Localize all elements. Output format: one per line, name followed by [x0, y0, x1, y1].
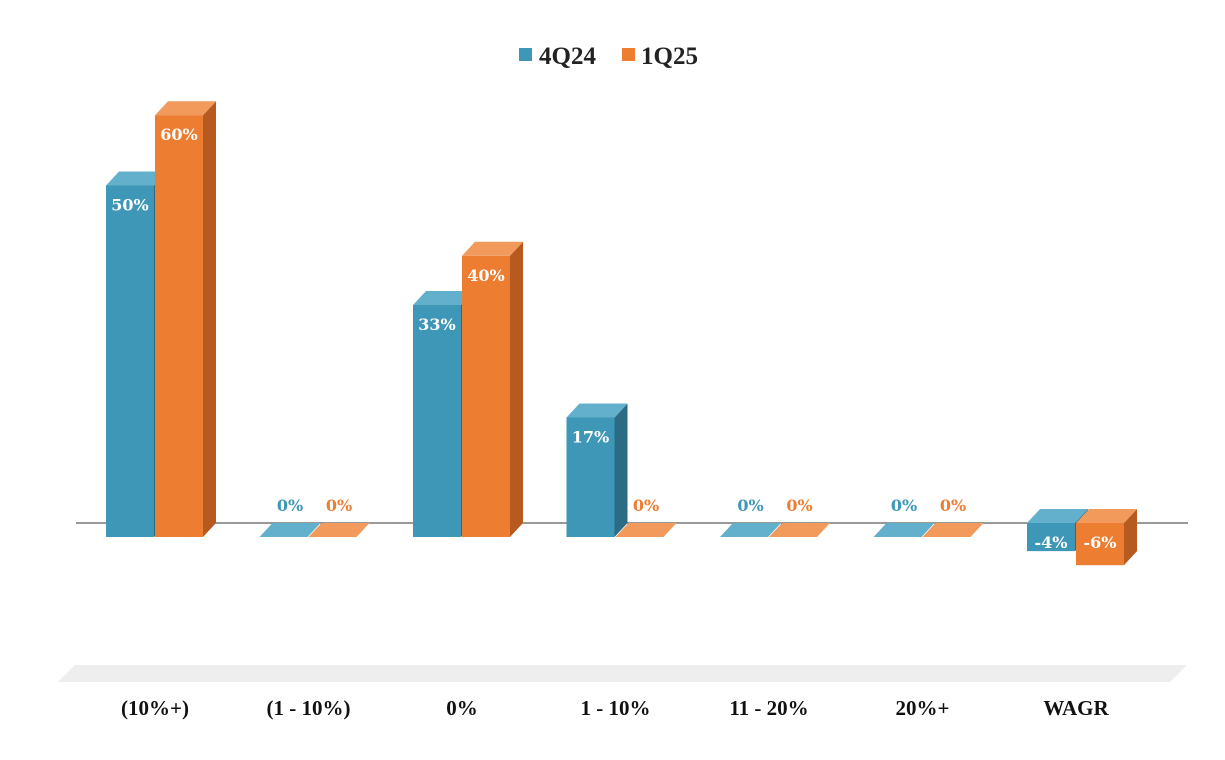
- bar-1q25-2: [462, 241, 523, 538]
- bar-4q24-3: [566, 403, 628, 537]
- x-tick-label-2: 0%: [446, 696, 478, 720]
- bar-4q24-2-front: [413, 305, 461, 537]
- bar-1q25-6-top: [1076, 509, 1137, 523]
- x-tick-label-0: (10%+): [121, 696, 189, 720]
- data-label-1q25-1: 0%: [326, 496, 352, 515]
- legend-label-4q24: 4Q24: [539, 43, 596, 70]
- legend-swatch-1q25: [622, 48, 635, 61]
- bar-1q25-1: [308, 523, 370, 537]
- bar-4q24-6-top: [1027, 509, 1088, 523]
- bar-4q24-6-front: [1027, 523, 1075, 552]
- bar-4q24-3-front: [566, 417, 615, 537]
- bar-1q25-4: [769, 523, 830, 537]
- bar-4q24-0-front: [106, 185, 154, 537]
- x-tick-label-1: (1 - 10%): [267, 696, 351, 720]
- data-label-1q25-2: 40%: [467, 266, 504, 285]
- data-label-4q24-2: 33%: [418, 315, 455, 334]
- bar-4q24-0-top: [106, 171, 167, 186]
- bar-1q25-6-side: [1124, 509, 1137, 566]
- bar-4q24-3-side: [614, 403, 628, 537]
- x-tick-label-4: 11 - 20%: [729, 696, 808, 720]
- bar-4q24-4: [720, 523, 781, 537]
- bar-1q25-6-front: [1076, 523, 1124, 566]
- x-tick-label-6: WAGR: [1043, 696, 1109, 720]
- bar-4q24-5: [873, 523, 935, 537]
- data-label-4q24-0: 50%: [111, 196, 148, 215]
- bar-4q24-1: [259, 523, 321, 537]
- data-label-1q25-5: 0%: [940, 496, 966, 515]
- x-tick-label-3: 1 - 10%: [581, 696, 651, 720]
- data-label-4q24-4: 0%: [737, 496, 763, 515]
- data-label-1q25-6: -6%: [1084, 533, 1117, 552]
- data-label-1q25-0: 60%: [160, 125, 197, 144]
- bar-1q25-5: [922, 523, 984, 537]
- data-label-4q24-1: 0%: [277, 496, 303, 515]
- bar-1q25-2-top: [462, 241, 523, 256]
- legend-swatch-4q24: [519, 48, 532, 61]
- legend-label-1q25: 1Q25: [641, 43, 698, 70]
- bar-4q24-2-top: [413, 291, 474, 306]
- bar-1q25-0: [155, 101, 216, 537]
- data-label-1q25-4: 0%: [786, 496, 812, 515]
- bar-1q25-2-side: [510, 241, 523, 538]
- x-tick-label-5: 20%+: [896, 696, 950, 720]
- bar-1q25-2-front: [462, 255, 510, 538]
- bar-1q25-0-side: [203, 101, 216, 537]
- data-label-4q24-3: 17%: [572, 427, 609, 446]
- bar-1q25-0-front: [155, 115, 203, 537]
- data-label-4q24-6: -4%: [1035, 533, 1068, 552]
- legend: 4Q24 1Q25: [519, 43, 698, 70]
- bar-1q25-6: [1076, 509, 1137, 566]
- data-label-1q25-3: 0%: [633, 496, 659, 515]
- bar-1q25-3: [615, 523, 677, 537]
- bar-4q24-3-top: [566, 403, 628, 418]
- data-label-4q24-5: 0%: [891, 496, 917, 515]
- bar-1q25-0-top: [155, 101, 216, 116]
- chart-floor: [58, 665, 1187, 682]
